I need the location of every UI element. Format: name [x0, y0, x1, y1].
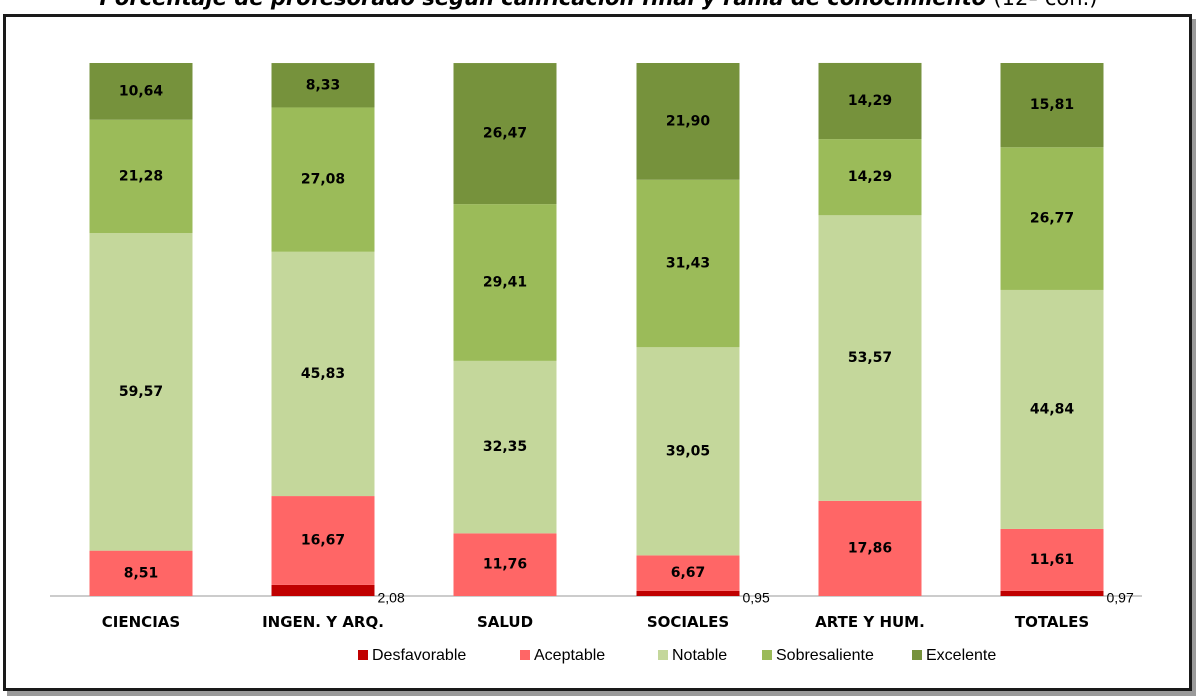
bar-sobresaliente-3	[636, 179, 740, 348]
bar-aceptable-0	[89, 550, 193, 596]
bar-notable-3	[636, 347, 740, 556]
data-label-sobresaliente-2: 29,41	[483, 275, 527, 291]
legend-label-desfavorable: Desfavorable	[372, 647, 466, 664]
data-label-sobresaliente-5: 26,77	[1030, 211, 1074, 227]
data-label-excelente-2: 26,47	[483, 126, 527, 142]
bar-notable-0	[89, 233, 193, 551]
x-tick-label: SALUD	[477, 613, 533, 631]
data-label-aceptable-3: 6,67	[671, 565, 706, 581]
data-label-desfavorable-1: 2,08	[378, 590, 405, 606]
bar-excelente-1	[271, 63, 375, 108]
data-label-excelente-3: 21,90	[666, 113, 711, 129]
x-tick-label: INGEN. Y ARQ.	[262, 613, 384, 631]
data-label-sobresaliente-1: 27,08	[301, 172, 345, 188]
chart-frame	[3, 14, 1192, 691]
data-label-aceptable-1: 16,67	[301, 532, 345, 548]
bar-excelente-3	[636, 63, 740, 180]
legend-label-sobresaliente: Sobresaliente	[776, 647, 874, 664]
bar-aceptable-3	[636, 555, 740, 591]
bar-sobresaliente-2	[453, 204, 557, 361]
bar-aceptable-2	[453, 533, 557, 596]
data-label-sobresaliente-3: 31,43	[666, 255, 710, 271]
bar-sobresaliente-5	[1000, 147, 1104, 290]
legend-label-aceptable: Aceptable	[534, 647, 605, 664]
bar-excelente-4	[818, 62, 922, 140]
data-label-desfavorable-5: 0,97	[1107, 590, 1134, 606]
bar-desfavorable-5	[1000, 590, 1104, 596]
data-label-notable-1: 45,83	[301, 366, 345, 382]
chart-title-suffix: (12ª con.)	[993, 0, 1097, 10]
x-tick-label: SOCIALES	[647, 613, 729, 631]
bar-aceptable-4	[818, 500, 922, 596]
data-label-sobresaliente-0: 21,28	[119, 168, 163, 184]
x-tick-label: ARTE Y HUM.	[815, 613, 925, 631]
bar-notable-1	[271, 251, 375, 497]
legend-label-excelente: Excelente	[926, 647, 996, 664]
data-label-aceptable-4: 17,86	[848, 540, 892, 556]
data-label-sobresaliente-4: 14,29	[848, 169, 892, 185]
data-label-notable-5: 44,84	[1030, 401, 1075, 417]
data-label-aceptable-5: 11,61	[1030, 552, 1074, 568]
x-tick-label: CIENCIAS	[102, 613, 180, 631]
bar-notable-5	[1000, 289, 1104, 529]
data-label-excelente-4: 14,29	[848, 93, 892, 109]
data-label-aceptable-2: 11,76	[483, 557, 527, 573]
chart-title-text: Porcentaje de profesorado según califica…	[100, 0, 987, 10]
data-label-excelente-1: 8,33	[306, 77, 341, 93]
legend-swatch-sobresaliente	[762, 650, 772, 660]
bar-excelente-0	[89, 63, 193, 120]
legend-swatch-aceptable	[520, 650, 530, 660]
legend-swatch-excelente	[912, 650, 922, 660]
data-label-excelente-5: 15,81	[1030, 97, 1074, 113]
data-label-aceptable-0: 8,51	[124, 565, 159, 581]
bar-sobresaliente-4	[818, 139, 922, 216]
data-label-notable-3: 39,05	[666, 443, 710, 459]
bar-aceptable-1	[271, 496, 375, 585]
bar-sobresaliente-0	[89, 119, 193, 234]
legend-label-notable: Notable	[672, 647, 727, 664]
legend-swatch-notable	[658, 650, 668, 660]
bar-aceptable-5	[1000, 528, 1104, 591]
chart-title: Porcentaje de profesorado según califica…	[0, 0, 1197, 10]
bar-excelente-2	[453, 63, 557, 205]
bar-excelente-5	[1000, 63, 1104, 148]
x-tick-label: TOTALES	[1015, 613, 1089, 631]
data-label-notable-0: 59,57	[119, 384, 163, 400]
legend-swatch-desfavorable	[358, 650, 368, 660]
bar-sobresaliente-1	[271, 107, 375, 252]
data-label-excelente-0: 10,64	[119, 83, 164, 99]
bar-desfavorable-1	[271, 584, 375, 596]
bar-desfavorable-3	[636, 590, 740, 596]
bar-notable-2	[453, 360, 557, 534]
data-label-desfavorable-3: 0,95	[743, 590, 770, 606]
bar-notable-4	[818, 215, 922, 501]
data-label-notable-2: 32,35	[483, 439, 527, 455]
data-label-notable-4: 53,57	[848, 350, 892, 366]
